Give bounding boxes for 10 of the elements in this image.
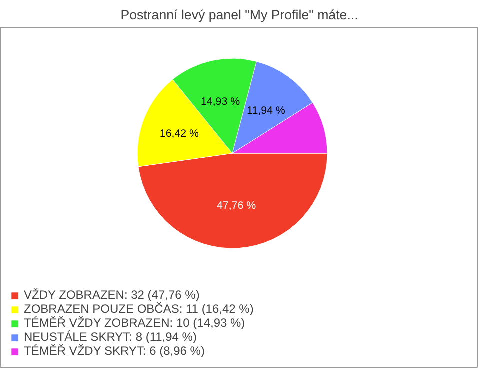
- data-label: 16,42 %: [160, 128, 200, 140]
- data-label: 14,93 %: [200, 96, 241, 108]
- legend-label: ZOBRAZEN POUZE OBČAS: 11 (16,42 %): [24, 302, 254, 316]
- legend-label: NEUSTÁLE SKRYT: 8 (11,94 %): [24, 330, 197, 344]
- legend-label: VŽDY ZOBRAZEN: 32 (47,76 %): [24, 288, 200, 302]
- data-label: 47,76 %: [216, 200, 257, 212]
- legend-label: TÉMĚŘ VŽDY ZOBRAZEN: 10 (14,93 %): [24, 316, 246, 330]
- legend-label: TÉMĚŘ VŽDY SKRYT: 6 (8,96 %): [24, 344, 205, 358]
- data-label: 11,94 %: [247, 104, 286, 117]
- chart-title: Postranní levý panel "My Profile" máte...: [120, 8, 358, 22]
